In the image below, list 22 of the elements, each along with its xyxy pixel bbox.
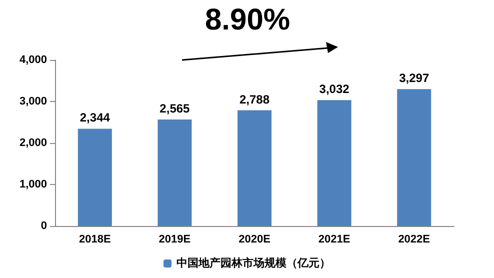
y-tick-label: 2,000 (19, 137, 47, 149)
x-tick-label: 2020E (238, 234, 270, 246)
y-tick-label: 3,000 (19, 96, 47, 108)
data-label: 2,565 (160, 102, 190, 116)
x-tick-label: 2021E (318, 234, 350, 246)
bar (238, 110, 272, 226)
data-label: 2,788 (239, 92, 270, 106)
data-label: 3,297 (399, 71, 430, 86)
x-tick-label: 2019E (158, 234, 191, 246)
text: 8.90% (205, 4, 290, 36)
data-label: 2,344 (80, 110, 110, 125)
bar (317, 100, 352, 226)
y-tick-label: 0 (40, 220, 47, 232)
bar (78, 128, 112, 226)
x-tick-label: 2022E (398, 234, 430, 246)
x-tick-label: 2018E (78, 234, 111, 246)
legend-label: 中国地产园林市场规模（亿元） (176, 256, 330, 270)
y-tick-label: 1,000 (19, 178, 47, 190)
y-tick-label: 4,000 (19, 54, 47, 66)
data-label: 3,032 (319, 82, 350, 96)
bar (158, 120, 192, 226)
bar (397, 89, 432, 226)
